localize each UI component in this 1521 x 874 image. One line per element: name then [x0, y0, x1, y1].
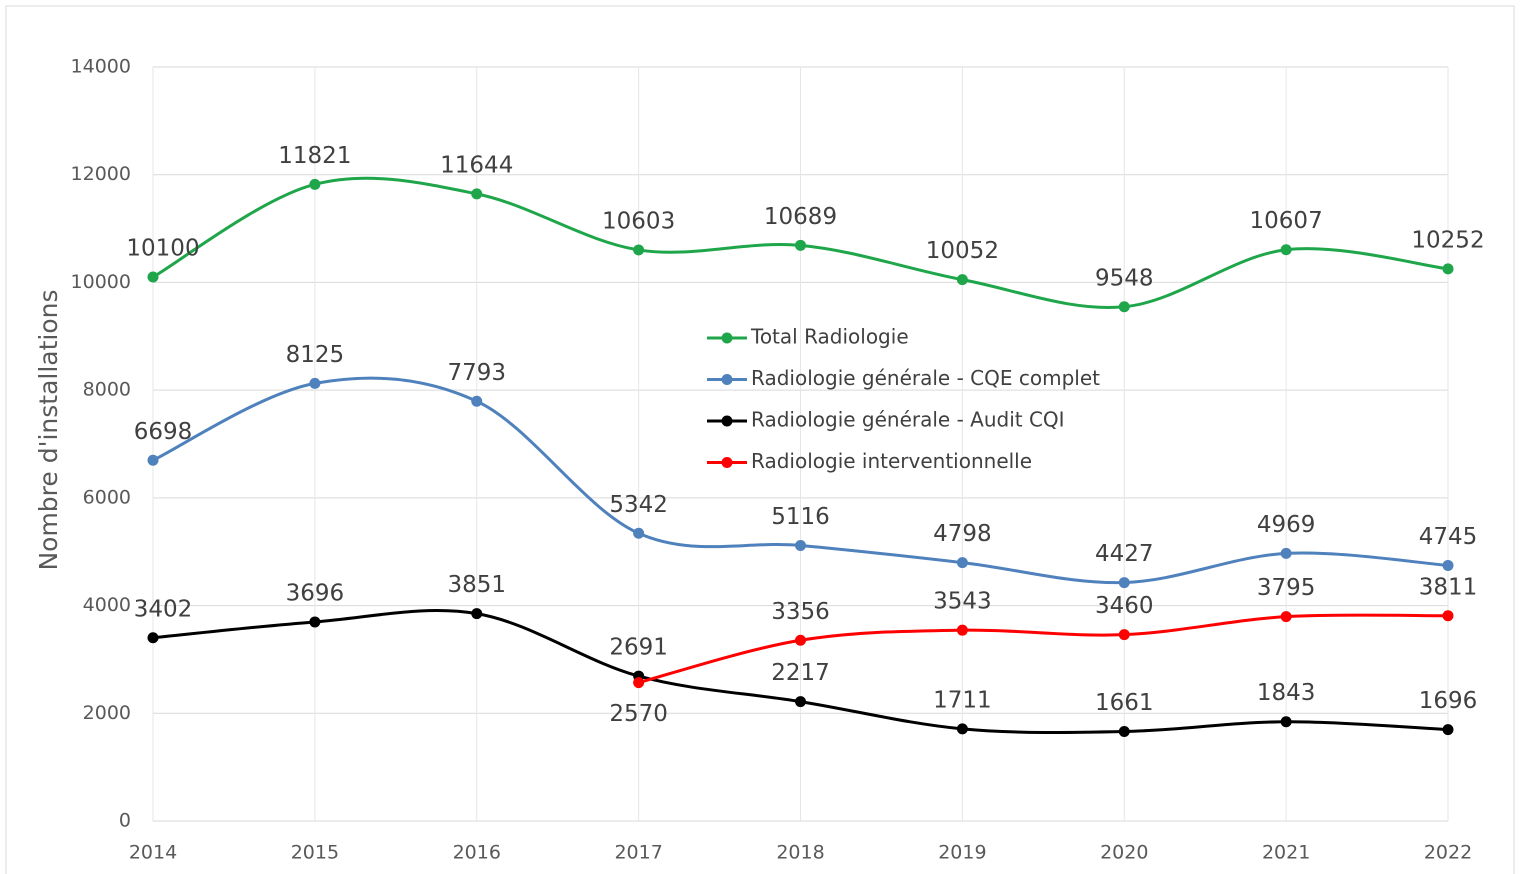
- chart-frame: [5, 5, 1515, 874]
- data-point: [309, 178, 321, 190]
- x-tick-label: 2015: [291, 842, 339, 864]
- data-point: [1118, 629, 1130, 641]
- y-axis-label: Nombre d'installations: [34, 289, 63, 570]
- data-point: [956, 274, 968, 286]
- data-point: [795, 239, 806, 251]
- data-label: 2217: [771, 660, 830, 686]
- series-line: [152, 376, 1449, 585]
- y-tick-label: 8000: [83, 379, 131, 401]
- legend-label: Total Radiologie: [750, 325, 909, 349]
- data-label: 2691: [609, 635, 668, 661]
- legend-marker: [721, 374, 733, 385]
- data-label: 4798: [933, 521, 992, 547]
- data-point: [795, 634, 806, 646]
- data-point: [309, 377, 321, 389]
- data-label: 6698: [134, 419, 193, 445]
- data-point: [633, 244, 645, 256]
- data-label: 1711: [933, 687, 992, 713]
- y-tick-label: 12000: [71, 163, 131, 185]
- data-label: 10689: [764, 204, 837, 230]
- y-tick-label: 2000: [83, 702, 131, 724]
- data-label: 4427: [1095, 541, 1154, 567]
- data-label: 9548: [1095, 265, 1154, 291]
- series-line: [638, 613, 1449, 685]
- data-label: 1661: [1095, 690, 1154, 716]
- data-label: 10100: [126, 236, 199, 262]
- data-point: [956, 624, 968, 636]
- data-point: [633, 677, 645, 689]
- x-tick-label: 2021: [1262, 842, 1310, 864]
- data-point: [471, 188, 483, 200]
- data-point: [956, 723, 968, 735]
- data-point: [1442, 724, 1454, 736]
- data-point: [1442, 610, 1454, 622]
- data-label: 5116: [771, 504, 830, 530]
- data-point: [956, 557, 968, 569]
- data-label: 7793: [447, 360, 506, 386]
- data-label: 2570: [609, 701, 668, 727]
- data-point: [471, 608, 483, 620]
- data-label: 3851: [447, 572, 506, 598]
- data-label: 10603: [602, 208, 675, 234]
- data-point: [1280, 716, 1292, 728]
- data-point: [147, 454, 159, 466]
- x-tick-label: 2019: [938, 842, 986, 864]
- data-label: 3460: [1095, 593, 1154, 619]
- x-tick-label: 2018: [776, 842, 824, 864]
- legend-label: Radiologie générale - CQE complet: [751, 366, 1100, 390]
- data-label: 3696: [286, 580, 345, 606]
- y-tick-label: 0: [119, 810, 131, 832]
- legend-marker: [721, 332, 733, 344]
- data-label: 3811: [1419, 574, 1478, 600]
- data-label: 3795: [1257, 575, 1316, 601]
- data-point: [1442, 559, 1454, 571]
- x-tick-label: 2016: [453, 842, 501, 864]
- x-tick-label: 2017: [614, 842, 662, 864]
- data-label: 10607: [1250, 208, 1323, 234]
- data-point: [633, 527, 645, 539]
- data-label: 4969: [1257, 512, 1316, 538]
- data-label: 1843: [1257, 680, 1316, 706]
- x-tick-label: 2014: [129, 842, 177, 864]
- data-point: [1442, 263, 1454, 275]
- data-label: 1696: [1419, 688, 1478, 714]
- x-tick-label: 2020: [1100, 842, 1148, 864]
- data-point: [1118, 301, 1130, 313]
- legend-marker: [721, 415, 733, 427]
- data-label: 5342: [609, 492, 668, 518]
- data-point: [1280, 547, 1292, 559]
- data-point: [147, 632, 159, 644]
- data-point: [795, 539, 806, 551]
- y-tick-label: 10000: [71, 271, 131, 293]
- data-label: 8125: [286, 342, 345, 368]
- data-label: 3543: [933, 589, 992, 615]
- data-point: [147, 271, 159, 283]
- data-point: [795, 696, 806, 708]
- data-point: [471, 395, 483, 407]
- data-label: 4745: [1419, 524, 1478, 550]
- data-label: 3356: [771, 599, 830, 625]
- data-label: 3402: [134, 596, 193, 622]
- data-point: [1118, 726, 1130, 738]
- x-tick-label: 2022: [1424, 842, 1472, 864]
- data-point: [309, 616, 321, 628]
- legend-label: Radiologie générale - Audit CQI: [751, 408, 1065, 432]
- y-tick-label: 4000: [83, 594, 131, 616]
- data-label: 10052: [926, 238, 999, 264]
- data-point: [1118, 577, 1130, 589]
- legend-label: Radiologie interventionnelle: [751, 449, 1032, 473]
- data-point: [1280, 244, 1292, 256]
- y-tick-label: 6000: [83, 486, 131, 508]
- data-label: 10252: [1411, 227, 1484, 253]
- data-label: 11644: [440, 152, 513, 178]
- y-tick-label: 14000: [71, 56, 131, 78]
- data-point: [1280, 611, 1292, 623]
- legend-marker: [721, 457, 733, 468]
- data-label: 11821: [278, 143, 351, 169]
